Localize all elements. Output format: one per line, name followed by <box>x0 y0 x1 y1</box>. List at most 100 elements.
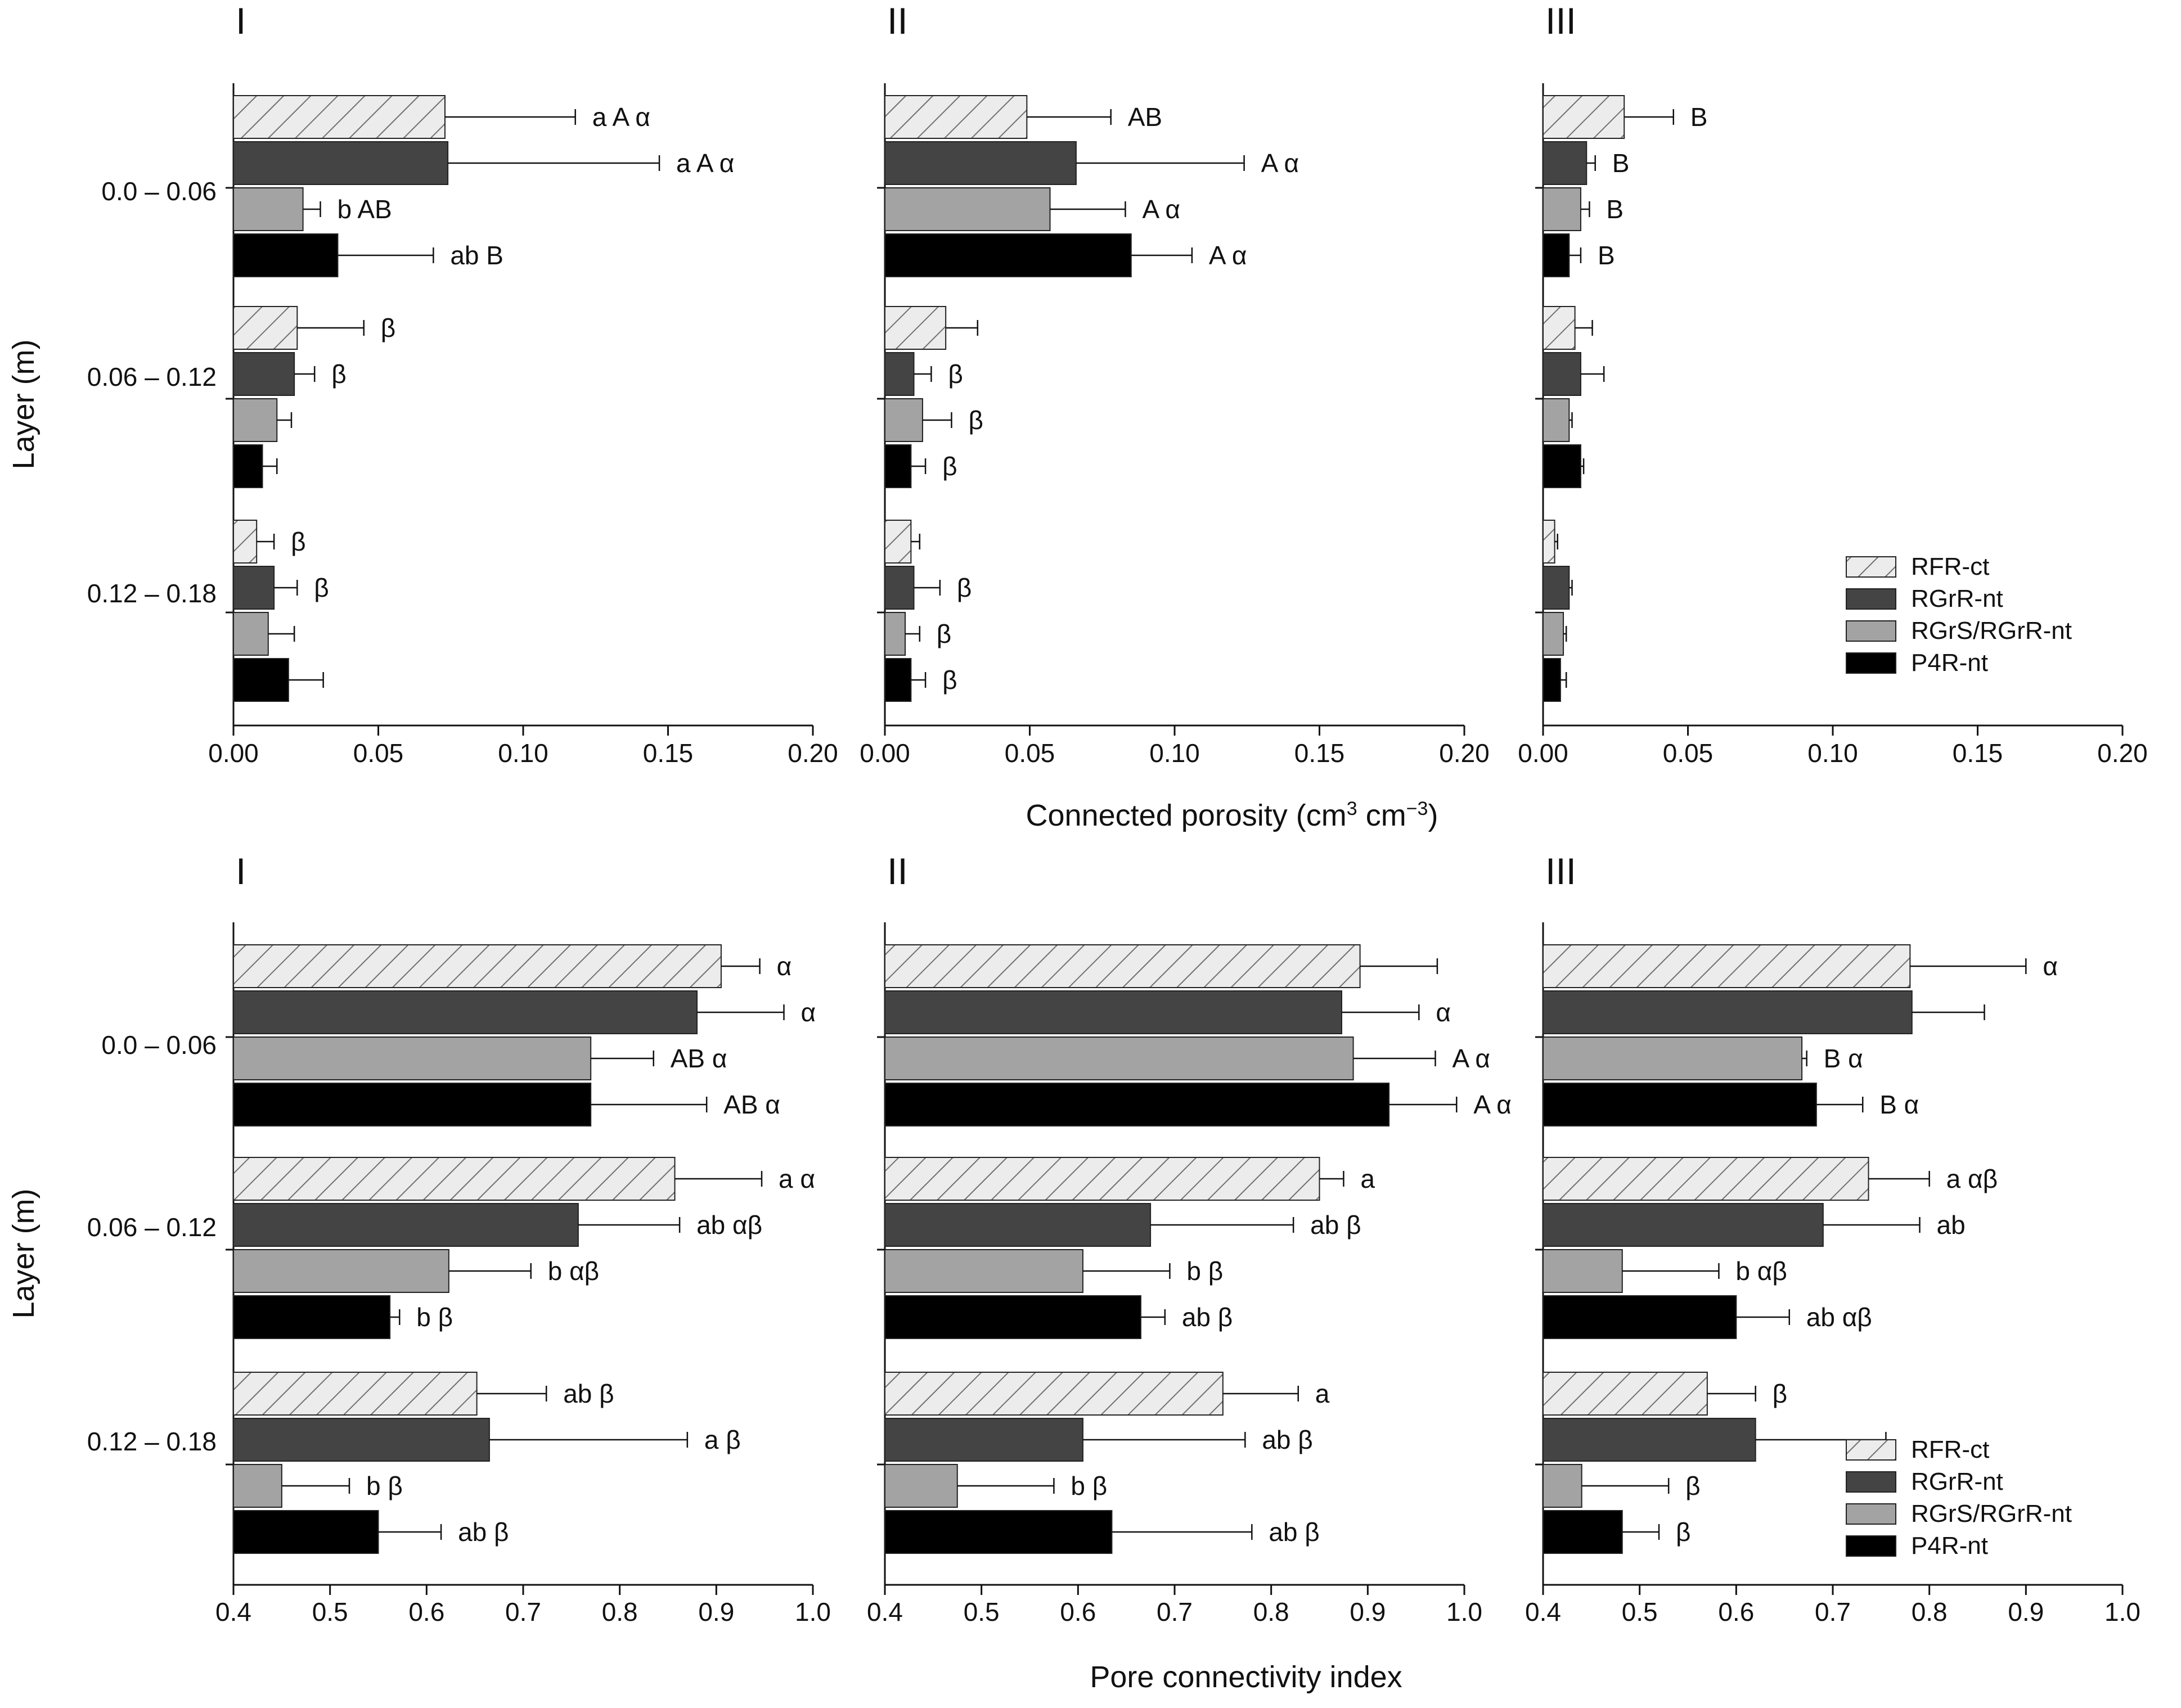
bar-rgrs-rgrr-nt <box>884 398 923 442</box>
bar-rgrs-rgrr-nt <box>1543 398 1570 442</box>
significance-label: ab <box>1937 1210 1966 1240</box>
bar-rgrs-rgrr-nt <box>884 612 906 656</box>
significance-label: ab β <box>458 1517 509 1547</box>
x-tick-label: 0.10 <box>1149 738 1200 768</box>
significance-label: β <box>331 359 346 389</box>
bar-p4r-nt <box>884 658 912 702</box>
bar-rgrs-rgrr-nt <box>233 1464 282 1508</box>
significance-label: a αβ <box>1946 1164 1998 1193</box>
significance-label: ab β <box>1182 1303 1233 1332</box>
x-tick-label: 0.6 <box>408 1597 444 1626</box>
x-tick-label: 0.20 <box>1439 738 1490 768</box>
bar-rgrs-rgrr-nt <box>233 612 269 656</box>
bar-p4r-nt <box>884 1510 1113 1554</box>
bar-rgrr-nt <box>1543 141 1588 185</box>
bar-rfr-ct <box>884 95 1028 139</box>
x-tick-label: 0.8 <box>1253 1597 1289 1626</box>
bar-rgrr-nt <box>233 1203 579 1247</box>
bar-rgrs-rgrr-nt <box>233 1249 449 1293</box>
significance-label: B <box>1690 102 1708 132</box>
bar-rgrr-nt <box>233 1418 490 1462</box>
significance-label: β <box>937 619 951 648</box>
x-tick-label: 0.4 <box>1525 1597 1561 1626</box>
legend-swatch <box>1846 556 1896 578</box>
bar-p4r-nt <box>233 233 339 277</box>
bar-rfr-ct <box>884 520 912 564</box>
legend-label: RGrR-nt <box>1911 585 2003 612</box>
significance-label: α <box>2043 952 2058 981</box>
significance-label: b AB <box>338 195 392 224</box>
x-tick-label: 0.20 <box>788 738 838 768</box>
bar-rfr-ct <box>884 306 947 350</box>
x-tick-label: 1.0 <box>1446 1597 1482 1626</box>
x-tick-label: 0.4 <box>867 1597 903 1626</box>
significance-label: A α <box>1452 1044 1491 1073</box>
significance-label: B <box>1606 195 1624 224</box>
layer-label: 0.0 – 0.06 <box>101 1030 217 1060</box>
bar-rfr-ct <box>233 1157 676 1201</box>
bar-rgrr-nt <box>884 1418 1083 1462</box>
bar-p4r-nt <box>884 444 912 488</box>
panel-label: I <box>236 850 246 892</box>
significance-label: a <box>1360 1164 1375 1193</box>
significance-label: B α <box>1824 1044 1863 1073</box>
x-tick-label: 0.9 <box>698 1597 734 1626</box>
bar-p4r-nt <box>233 444 263 488</box>
x-tick-label: 0.00 <box>860 738 910 768</box>
significance-label: a A α <box>592 102 650 132</box>
x-tick-label: 0.05 <box>353 738 404 768</box>
bottom-panel-1: I 0.4 0.5 0.6 0.7 0.8 0.9 1.0 αα AB α AB α a α ab αβ… <box>215 850 831 1626</box>
bar-rfr-ct <box>884 1372 1224 1416</box>
bar-p4r-nt <box>1543 1295 1737 1339</box>
legend-label: P4R-nt <box>1911 649 1988 677</box>
x-tick-label: 0.15 <box>1294 738 1345 768</box>
y-axis-title: Layer (m) <box>7 339 41 469</box>
legend-swatch <box>1846 1535 1896 1557</box>
significance-label: a A α <box>676 148 734 178</box>
panel-label: I <box>236 0 246 42</box>
bar-p4r-nt <box>1543 1510 1623 1554</box>
significance-label: B <box>1598 241 1615 270</box>
bar-rfr-ct <box>1543 1372 1708 1416</box>
x-tick-label: 0.05 <box>1663 738 1714 768</box>
significance-label: ab B <box>450 241 503 270</box>
significance-label: β <box>957 573 972 602</box>
bar-rfr-ct <box>884 944 1361 988</box>
bar-p4r-nt <box>884 233 1132 277</box>
significance-label: a α <box>779 1164 815 1193</box>
significance-label: α <box>1436 998 1451 1027</box>
bar-rgrr-nt <box>884 566 915 610</box>
top-panel-1: I 0.00 0.05 0.10 0.15 0.20 a A α a A α b AB ab B β… <box>208 0 838 768</box>
bar-rgrs-rgrr-nt <box>233 187 304 231</box>
significance-label: β <box>1685 1471 1700 1500</box>
panel-label: II <box>887 850 908 892</box>
significance-label: β <box>381 313 395 342</box>
top-x-axis-title: Connected porosity (cm3 cm−3) <box>1026 798 1438 832</box>
x-tick-label: 0.05 <box>1005 738 1055 768</box>
significance-label: b β <box>416 1303 453 1332</box>
significance-label: a β <box>704 1425 741 1454</box>
bar-rfr-ct <box>233 306 298 350</box>
legend-swatch <box>1846 1471 1896 1493</box>
bar-p4r-nt <box>1543 658 1561 702</box>
bottom-legend: RFR-ct RGrR-nt RGrS/RGrR-nt P4R-nt <box>1846 1436 2072 1560</box>
bar-rfr-ct <box>233 95 446 139</box>
bar-rgrs-rgrr-nt <box>1543 187 1581 231</box>
bar-rfr-ct <box>884 1157 1320 1201</box>
significance-label: b β <box>1071 1471 1107 1500</box>
bar-rgrr-nt <box>233 141 449 185</box>
x-tick-label: 0.5 <box>312 1597 348 1626</box>
significance-label: B <box>1612 148 1630 178</box>
bar-rfr-ct <box>1543 944 1911 988</box>
x-tick-label: 0.9 <box>1350 1597 1386 1626</box>
bar-p4r-nt <box>1543 233 1570 277</box>
legend-label: RGrS/RGrR-nt <box>1911 1500 2072 1527</box>
x-tick-label: 1.0 <box>795 1597 831 1626</box>
legend-swatch <box>1846 1503 1896 1525</box>
x-tick-label: 0.6 <box>1718 1597 1754 1626</box>
top-legend: RFR-ct RGrR-nt RGrS/RGrR-nt P4R-nt <box>1846 553 2072 677</box>
bottom-x-axis-title: Pore connectivity index <box>1090 1660 1402 1694</box>
bottom-panel-3: III 0.4 0.5 0.6 0.7 0.8 0.9 1.0 α B α B α a αβ ab b α… <box>1525 850 2140 1626</box>
bar-rfr-ct <box>233 944 722 988</box>
